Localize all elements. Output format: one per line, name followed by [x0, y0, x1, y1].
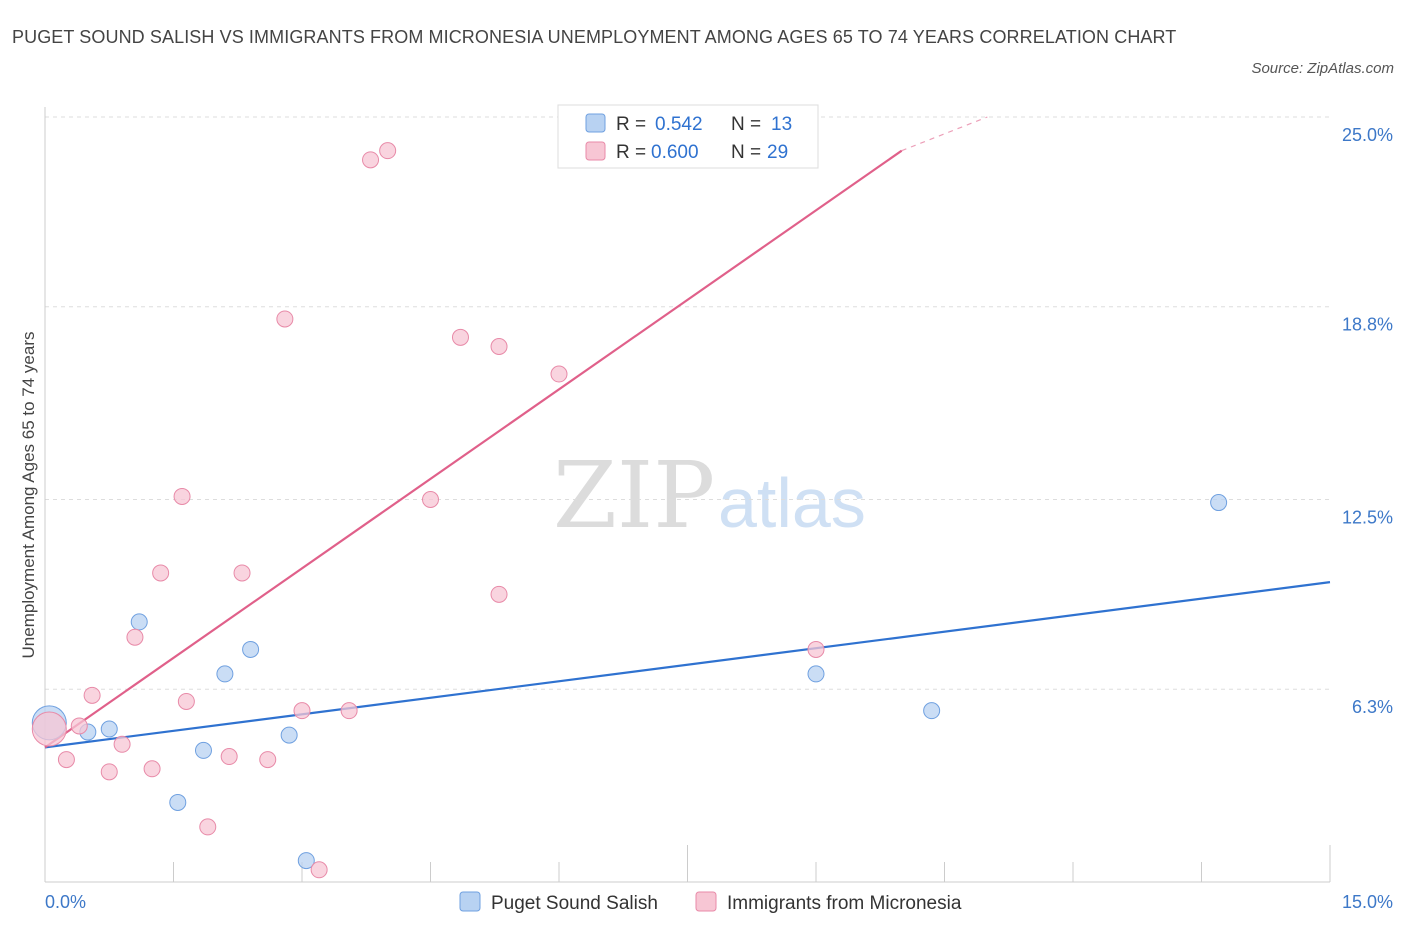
- y-tick-label-2: 18.8%: [1342, 315, 1393, 335]
- point-series-1-18: [340, 702, 358, 720]
- point-series-1-22: [451, 328, 469, 346]
- y-axis-label: Unemployment Among Ages 65 to 74 years: [19, 332, 38, 659]
- point-series-1-17: [310, 861, 328, 879]
- watermark-zip: ZIP: [553, 442, 715, 549]
- point-series-0-12: [1210, 494, 1228, 512]
- point-series-1-15: [276, 310, 294, 328]
- point-series-1-2: [70, 717, 88, 735]
- point-series-1-28: [807, 640, 825, 658]
- stats-legend-box: R = 0.542 N = 13 R = 0.600 N = 29: [557, 104, 819, 169]
- tick-labels: 6.3% 12.5% 18.8% 25.0% 0.0% 15.0%: [45, 125, 1393, 912]
- point-series-1-6: [126, 628, 144, 646]
- point-series-1-4: [100, 763, 118, 781]
- point-series-1-16: [293, 702, 311, 720]
- stats-r-label-salish: R =: [616, 114, 646, 135]
- watermark-atlas: atlas: [718, 464, 866, 542]
- point-series-0-4: [169, 793, 187, 811]
- y-tick-label-1: 12.5%: [1342, 508, 1393, 528]
- axes: [44, 107, 1331, 883]
- point-series-0-11: [923, 702, 941, 720]
- point-series-0-9: [297, 852, 315, 870]
- point-series-0-3: [130, 613, 148, 631]
- legend-label-salish: Puget Sound Salish: [491, 893, 658, 914]
- point-series-1-13: [233, 564, 251, 582]
- stats-swatch-micronesia: [585, 141, 606, 161]
- source-credit: Source: ZipAtlas.com: [1251, 60, 1394, 77]
- point-series-0-2: [100, 720, 118, 738]
- point-series-0-7: [242, 640, 260, 658]
- point-series-1-19: [362, 151, 380, 169]
- x-tick-label-max: 15.0%: [1342, 892, 1393, 912]
- point-series-1-24: [490, 338, 508, 355]
- trend-extension-series-1: [901, 116, 988, 152]
- stats-n-label-micronesia: N =: [731, 142, 761, 163]
- point-series-1-23: [490, 585, 508, 603]
- legend-swatch-salish: [459, 891, 481, 912]
- legend-label-micronesia: Immigrants from Micronesia: [727, 893, 962, 914]
- stats-r-value-micronesia: 0.600: [651, 142, 699, 163]
- point-series-1-1: [57, 751, 75, 769]
- stats-r-value-salish: 0.542: [655, 114, 703, 135]
- trend-lines: [44, 116, 1331, 749]
- point-series-1-8: [152, 564, 170, 582]
- stats-n-value-micronesia: 29: [767, 142, 788, 163]
- stats-r-label-micronesia: R =: [616, 142, 646, 163]
- point-series-0-8: [280, 726, 298, 744]
- point-series-1-3: [83, 686, 101, 704]
- point-series-1-21: [422, 491, 439, 508]
- watermark: ZIP atlas: [553, 442, 866, 549]
- stats-n-value-salish: 13: [771, 114, 792, 135]
- chart-title: PUGET SOUND SALISH VS IMMIGRANTS FROM MI…: [12, 27, 1177, 47]
- point-series-1-11: [199, 818, 217, 836]
- legend-swatch-micronesia: [695, 891, 717, 912]
- stats-swatch-salish: [585, 113, 606, 133]
- point-series-1-5: [113, 735, 131, 753]
- series-legend: Puget Sound Salish Immigrants from Micro…: [459, 891, 962, 914]
- point-series-1-0: [31, 711, 67, 747]
- point-series-1-20: [379, 142, 397, 160]
- point-series-1-9: [173, 487, 191, 505]
- grid-lines: [45, 116, 1330, 690]
- y-tick-label-0: 6.3%: [1352, 697, 1393, 717]
- trend-line-series-1: [44, 149, 903, 749]
- point-series-1-10: [177, 692, 195, 710]
- x-tick-label-min: 0.0%: [45, 892, 86, 912]
- trend-line-series-0: [44, 581, 1331, 749]
- y-tick-label-3: 25.0%: [1342, 125, 1393, 145]
- point-series-1-25: [550, 365, 568, 383]
- stats-n-label-salish: N =: [731, 114, 761, 135]
- point-series-1-12: [220, 748, 238, 766]
- point-series-0-5: [194, 741, 212, 759]
- point-series-0-10: [807, 665, 825, 683]
- point-series-1-7: [143, 760, 161, 778]
- point-series-1-14: [259, 751, 277, 769]
- point-series-0-6: [216, 665, 234, 683]
